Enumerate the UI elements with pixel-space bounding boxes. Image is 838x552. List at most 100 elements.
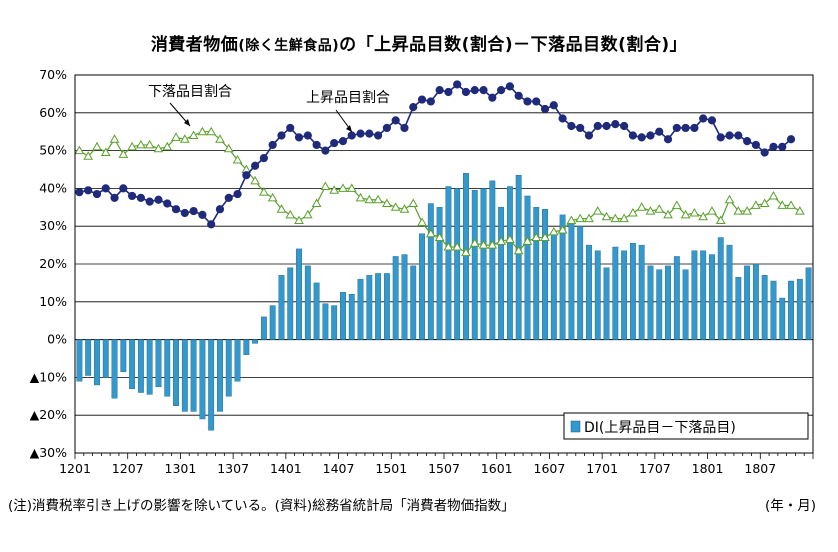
rise-point [523,97,532,106]
x-tick-label: 1307 [217,461,249,476]
rise-point [461,87,471,97]
bar [252,339,259,344]
bar [357,278,364,340]
fall-point [469,238,480,247]
bar [805,267,812,340]
bar [463,173,469,340]
y-tick-label: 50% [39,143,67,158]
bar [313,282,320,340]
rise-point [567,121,576,131]
bar [217,339,223,412]
y-tick-label: 40% [39,180,67,195]
fall-point [232,155,243,164]
bar [410,265,417,340]
bar [761,275,768,340]
fall-point [408,198,419,208]
bar [647,265,654,340]
bar [76,339,83,382]
fall-point [478,240,489,249]
bar [234,339,241,382]
fall-point [390,202,401,211]
rise-point [602,121,611,131]
y-tick-label: 0% [47,332,67,347]
bar [164,339,171,397]
fall-point [548,226,559,236]
rise-point [514,91,523,100]
y-tick-label: ▲30% [30,445,68,460]
rise-point [110,193,119,202]
y-tick-label: 30% [39,218,67,233]
bar [225,339,232,397]
rise-point [734,131,743,140]
fall-point [302,209,313,219]
bar [304,265,311,340]
fall-point [654,204,665,213]
y-tick-label: ▲20% [30,407,68,422]
legend-label: DI(上昇品目－下落品目) [584,420,736,436]
bar [366,275,373,340]
rise-point [251,161,260,170]
bar [419,233,425,340]
fall-point [83,151,94,160]
fall-point [496,236,506,245]
fall-point [206,126,217,136]
rise-point [163,199,172,208]
bar [454,188,461,340]
fall-point [153,143,164,153]
fall-point [162,141,173,151]
bar [102,339,109,378]
rise-point [215,205,225,214]
fall-point [250,175,260,185]
x-tick-label: 1507 [428,461,460,476]
rise-point [268,140,277,150]
bar [208,339,215,431]
bar [594,250,601,340]
bar [340,292,346,340]
rise-point [224,193,233,202]
rise-point [409,103,418,112]
rise-point [655,127,664,136]
fall-point [417,217,427,226]
rise-point [620,121,629,131]
fall-point [434,232,445,242]
y-tick-label: 20% [39,256,67,271]
rise-point [92,189,102,199]
rise-point [611,120,620,129]
rise-point [365,129,374,138]
fall-point [329,185,340,194]
rise-point [444,87,453,97]
bar [717,237,724,340]
fall-point [382,198,392,208]
series-labels: 下落品目割合 上昇品目割合 [148,83,390,133]
bar [427,203,434,340]
bar [436,207,443,340]
y-tick-label: 10% [39,294,67,309]
x-tick-label: 1501 [375,461,407,476]
fall-point [461,247,471,257]
bar [796,278,803,340]
fall-point [610,213,621,223]
bar [129,339,136,389]
bar [383,273,390,340]
bar [480,188,487,340]
bar [155,339,162,388]
fall-point [601,211,612,221]
fall-point [294,215,304,225]
bar [559,214,566,340]
bar [542,208,548,340]
fall-point [689,207,700,217]
rise-point [382,123,391,133]
fall-point [671,200,682,209]
fall-point [575,213,586,223]
rise-point [540,104,550,114]
rise-point [347,131,356,140]
rise-point [277,131,286,140]
fall-point [707,206,717,215]
rise-point [743,137,752,146]
bar [612,246,619,340]
rise-point [198,210,207,219]
bar [85,339,92,376]
fall-point [768,190,779,200]
fall-point [531,232,542,242]
fall-point [223,143,234,153]
